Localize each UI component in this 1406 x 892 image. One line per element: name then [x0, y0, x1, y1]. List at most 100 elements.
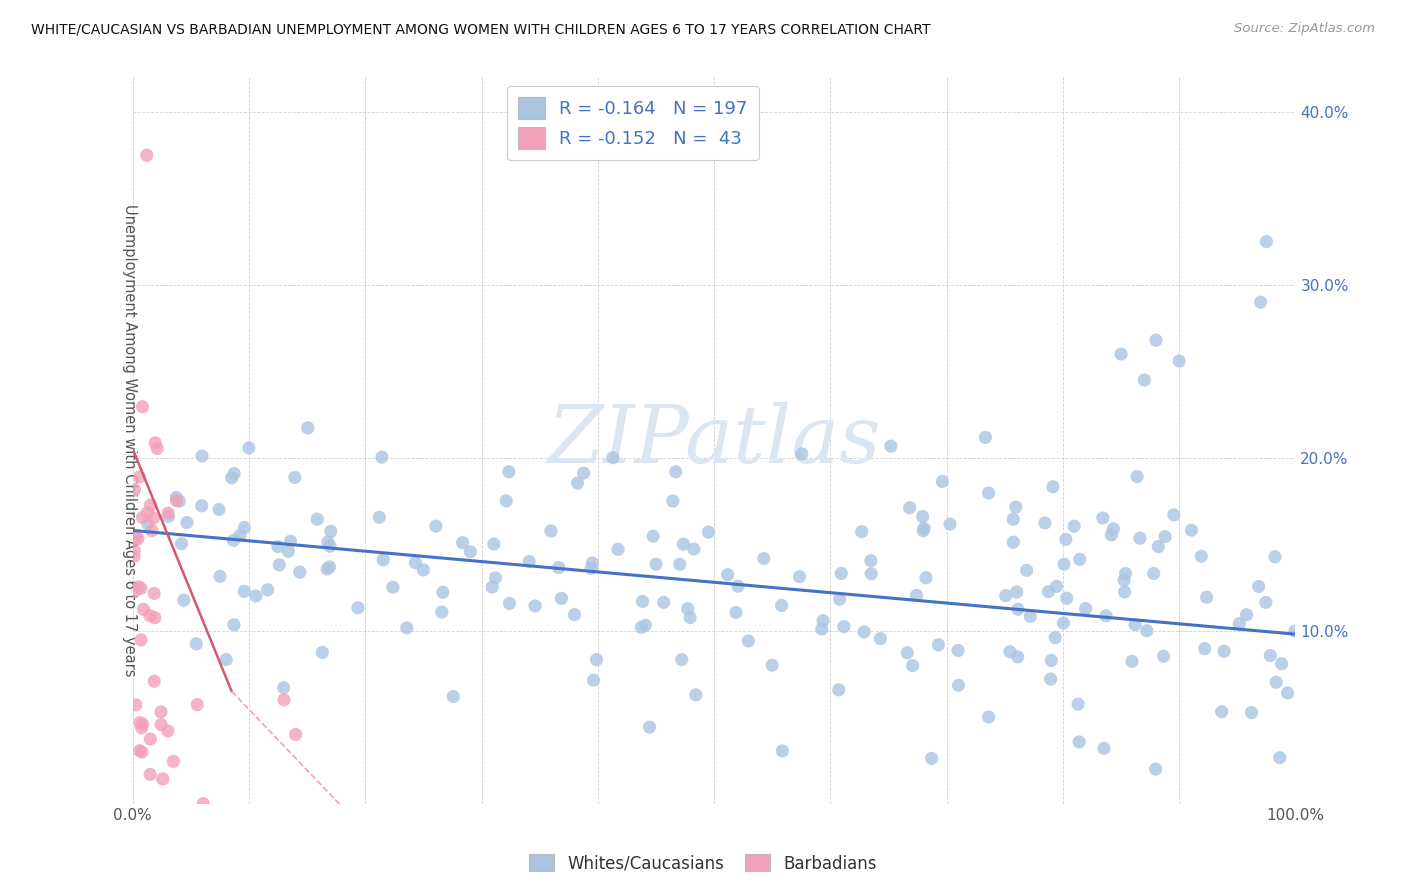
- Point: [1053, 557, 1076, 571]
- Point: [208, 569, 231, 583]
- Point: [1056, 591, 1078, 606]
- Point: [1144, 762, 1167, 776]
- Point: [1004, 500, 1026, 514]
- Point: [1168, 354, 1191, 368]
- Point: [498, 596, 520, 610]
- Point: [1264, 549, 1286, 564]
- Text: Source: ZipAtlas.com: Source: ZipAtlas.com: [1234, 22, 1375, 36]
- Point: [905, 589, 928, 603]
- Point: [998, 645, 1021, 659]
- Point: [208, 502, 231, 516]
- Point: [1115, 566, 1137, 581]
- Point: [1114, 573, 1136, 587]
- Point: [921, 751, 943, 765]
- Point: [125, 531, 148, 545]
- Point: [550, 591, 572, 606]
- Point: [927, 638, 949, 652]
- Point: [495, 493, 517, 508]
- Point: [191, 449, 214, 463]
- Point: [524, 599, 547, 613]
- Point: [139, 732, 162, 747]
- Point: [127, 532, 149, 546]
- Point: [761, 658, 783, 673]
- Point: [186, 637, 208, 651]
- Point: [880, 439, 903, 453]
- Point: [125, 698, 148, 712]
- Point: [267, 540, 290, 554]
- Point: [517, 554, 540, 568]
- Point: [1189, 549, 1212, 564]
- Point: [371, 450, 394, 464]
- Point: [222, 533, 245, 548]
- Point: [1063, 519, 1085, 533]
- Point: [911, 509, 934, 524]
- Point: [1133, 373, 1156, 387]
- Point: [1069, 735, 1091, 749]
- Point: [869, 632, 891, 646]
- Point: [319, 524, 342, 539]
- Point: [1005, 585, 1028, 599]
- Point: [482, 537, 505, 551]
- Point: [221, 471, 243, 485]
- Point: [1258, 648, 1281, 663]
- Point: [1123, 617, 1146, 632]
- Point: [129, 715, 152, 730]
- Point: [122, 543, 145, 558]
- Point: [1038, 584, 1060, 599]
- Point: [190, 499, 212, 513]
- Point: [828, 592, 851, 607]
- Point: [165, 491, 187, 505]
- Point: [643, 529, 665, 543]
- Point: [1126, 469, 1149, 483]
- Point: [432, 585, 454, 599]
- Point: [1054, 533, 1077, 547]
- Point: [811, 614, 834, 628]
- Point: [1114, 585, 1136, 599]
- Point: [789, 569, 811, 583]
- Point: [170, 537, 193, 551]
- Point: [1268, 750, 1291, 764]
- Point: [430, 605, 453, 619]
- Point: [176, 516, 198, 530]
- Point: [1144, 333, 1167, 347]
- Point: [273, 693, 295, 707]
- Point: [193, 797, 215, 811]
- Point: [131, 400, 153, 414]
- Point: [173, 593, 195, 607]
- Point: [679, 610, 702, 624]
- Point: [1277, 686, 1299, 700]
- Legend: R = -0.164   N = 197, R = -0.152   N =  43: R = -0.164 N = 197, R = -0.152 N = 43: [508, 87, 758, 161]
- Point: [1271, 657, 1294, 671]
- Point: [1095, 608, 1118, 623]
- Point: [238, 441, 260, 455]
- Point: [146, 442, 169, 456]
- Point: [139, 767, 162, 781]
- Point: [1015, 563, 1038, 577]
- Point: [830, 566, 852, 581]
- Point: [162, 755, 184, 769]
- Point: [1039, 672, 1062, 686]
- Point: [1074, 601, 1097, 615]
- Point: [1019, 609, 1042, 624]
- Point: [661, 494, 683, 508]
- Point: [128, 470, 150, 484]
- Point: [676, 601, 699, 615]
- Point: [481, 580, 503, 594]
- Point: [1240, 706, 1263, 720]
- Point: [579, 561, 602, 575]
- Point: [152, 772, 174, 786]
- Point: [233, 520, 256, 534]
- Point: [233, 584, 256, 599]
- Point: [1007, 649, 1029, 664]
- Point: [582, 673, 605, 687]
- Point: [946, 643, 969, 657]
- Point: [307, 512, 329, 526]
- Point: [245, 589, 267, 603]
- Point: [149, 705, 172, 719]
- Point: [215, 652, 238, 666]
- Point: [166, 493, 188, 508]
- Point: [1091, 511, 1114, 525]
- Point: [1002, 512, 1025, 526]
- Point: [602, 450, 624, 465]
- Point: [1284, 624, 1306, 639]
